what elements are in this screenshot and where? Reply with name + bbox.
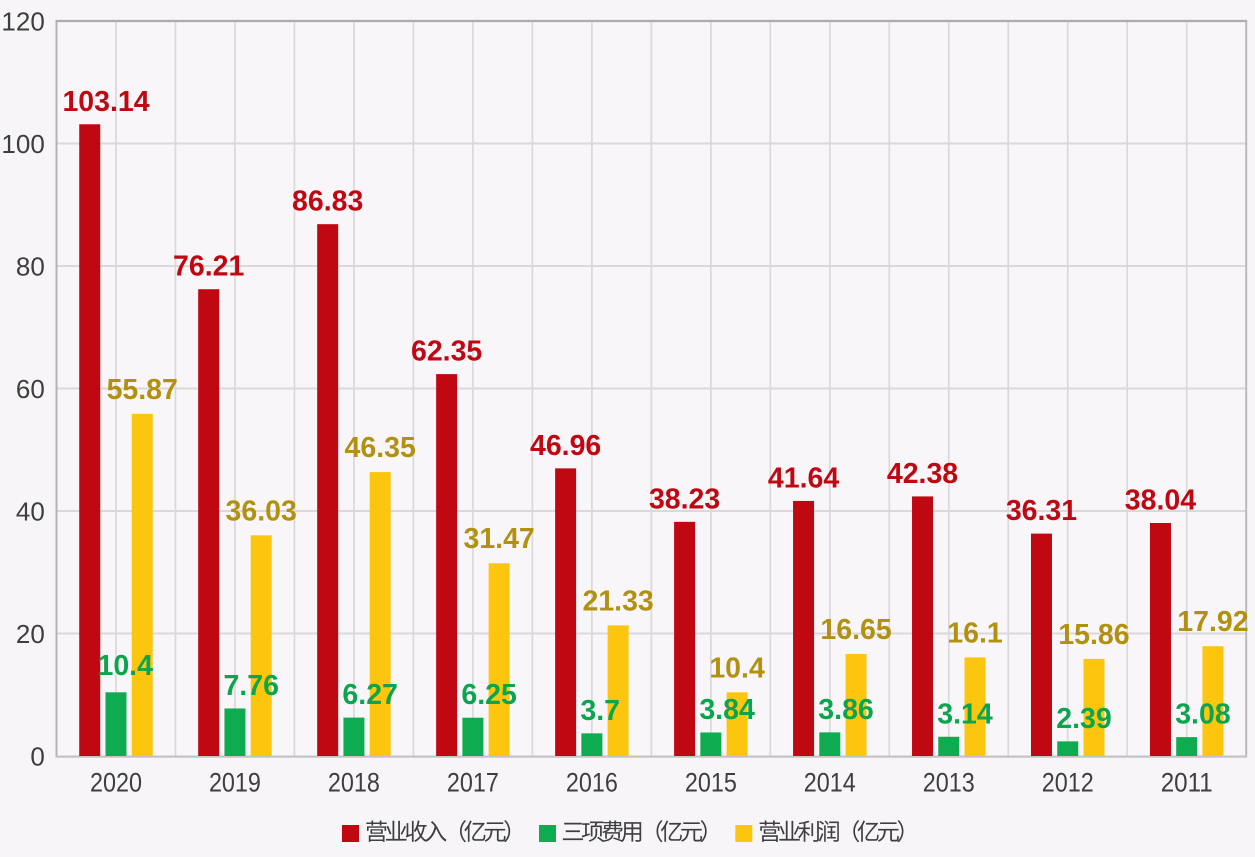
svg-text:100: 100 — [1, 129, 44, 159]
svg-text:40: 40 — [16, 496, 45, 526]
svg-text:21.33: 21.33 — [582, 585, 653, 617]
svg-text:38.04: 38.04 — [1125, 485, 1196, 517]
svg-text:41.64: 41.64 — [768, 463, 839, 495]
svg-text:0: 0 — [30, 741, 44, 771]
svg-text:86.83: 86.83 — [292, 186, 363, 218]
svg-text:2018: 2018 — [328, 768, 380, 798]
svg-text:80: 80 — [16, 251, 45, 281]
svg-text:36.03: 36.03 — [226, 495, 297, 527]
svg-text:3.86: 3.86 — [818, 694, 874, 726]
svg-text:10.4: 10.4 — [97, 650, 153, 682]
svg-text:103.14: 103.14 — [62, 86, 149, 118]
svg-text:2015: 2015 — [685, 768, 737, 798]
svg-text:46.35: 46.35 — [345, 432, 416, 464]
svg-text:2017: 2017 — [447, 768, 499, 798]
svg-text:62.35: 62.35 — [411, 336, 482, 368]
svg-text:2.39: 2.39 — [1056, 703, 1112, 735]
svg-text:3.14: 3.14 — [937, 698, 993, 730]
svg-text:31.47: 31.47 — [463, 523, 534, 555]
svg-text:6.27: 6.27 — [342, 679, 398, 711]
svg-text:46.96: 46.96 — [530, 430, 601, 462]
svg-text:6.25: 6.25 — [461, 679, 517, 711]
svg-text:2020: 2020 — [90, 768, 142, 798]
svg-text:2011: 2011 — [1161, 768, 1213, 798]
svg-text:20: 20 — [16, 619, 45, 649]
svg-text:2013: 2013 — [923, 768, 975, 798]
svg-text:2012: 2012 — [1042, 768, 1094, 798]
svg-text:76.21: 76.21 — [173, 251, 244, 283]
svg-text:2016: 2016 — [566, 768, 618, 798]
svg-text:16.1: 16.1 — [947, 617, 1003, 649]
svg-text:10.4: 10.4 — [709, 652, 765, 684]
svg-text:38.23: 38.23 — [649, 483, 720, 515]
svg-text:7.76: 7.76 — [223, 670, 279, 702]
svg-text:3.84: 3.84 — [699, 694, 755, 726]
svg-text:16.65: 16.65 — [820, 614, 891, 646]
svg-text:120: 120 — [1, 6, 44, 36]
svg-text:42.38: 42.38 — [887, 458, 958, 490]
svg-text:2019: 2019 — [209, 768, 261, 798]
svg-text:17.92: 17.92 — [1177, 606, 1248, 638]
svg-text:2014: 2014 — [804, 768, 856, 798]
svg-text:36.31: 36.31 — [1006, 495, 1077, 527]
svg-text:15.86: 15.86 — [1058, 619, 1129, 651]
svg-text:3.7: 3.7 — [580, 695, 620, 727]
svg-text:3.08: 3.08 — [1175, 699, 1231, 731]
svg-text:60: 60 — [16, 374, 45, 404]
svg-text:55.87: 55.87 — [107, 374, 178, 406]
